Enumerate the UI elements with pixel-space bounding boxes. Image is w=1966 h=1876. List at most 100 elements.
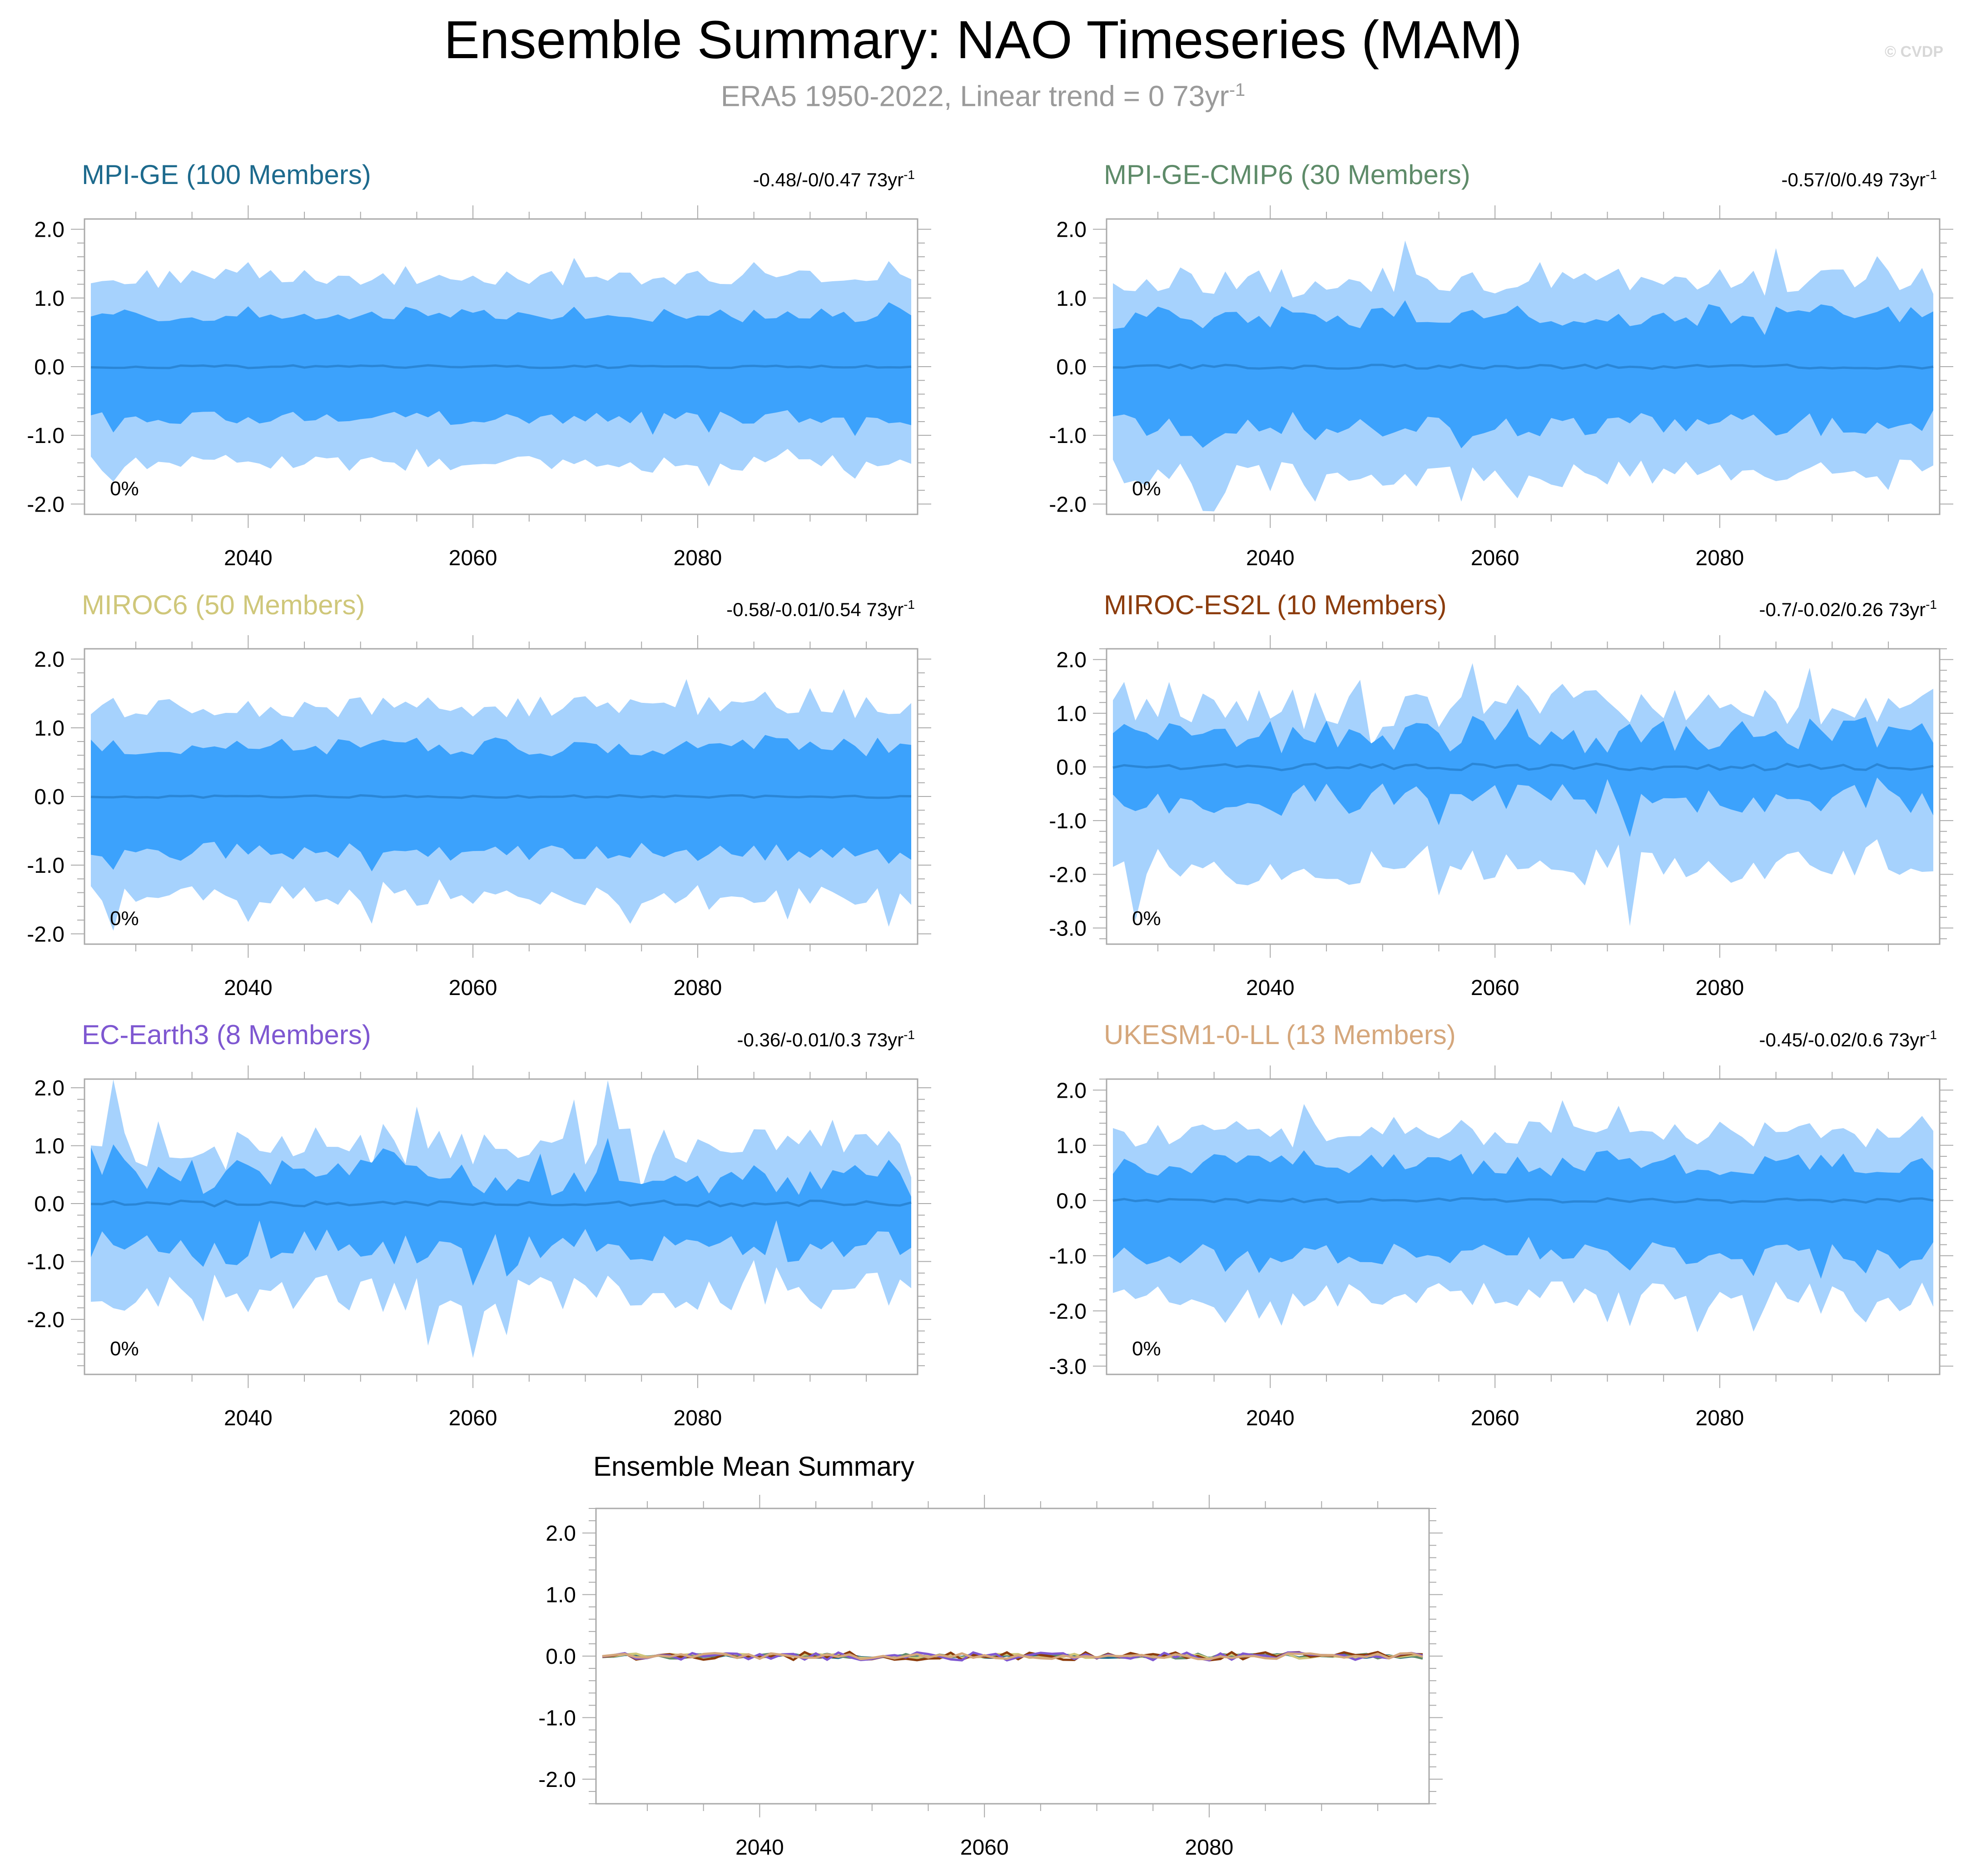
y-tick-label: -2.0 [1049,863,1087,887]
panel-stats: -0.36/-0.01/0.3 73yr-1 [737,1028,915,1050]
percent-label: 0% [1132,478,1161,500]
y-tick-label: -1.0 [1049,1244,1087,1269]
y-tick-label: -1.0 [27,1250,65,1274]
panel-4: MIROC-ES2L (10 Members) -0.7/-0.02/0.26 7… [1049,590,1953,1000]
y-tick-label: 2.0 [34,648,65,672]
panel-title: MIROC-ES2L (10 Members) [1104,590,1447,620]
y-tick-label: -1.0 [1049,809,1087,833]
stats-exponent: -1 [904,1028,915,1042]
y-tick-label: 2.0 [546,1522,576,1546]
stats-exponent: -1 [1926,168,1937,182]
x-tick-label: 2060 [449,1406,497,1430]
series-line-ukesm1-0-ll [602,1652,1423,1661]
y-tick-label: 0.0 [1056,756,1087,780]
panel-7: Ensemble Mean Summary 2.0 1.0 0.0 -1.0 -2.0 20… [538,1451,1443,1860]
stats-text: -0.57/0/0.49 73yr [1782,169,1926,190]
y-tick-label: 0.0 [34,1192,65,1216]
ensemble-mean-line [1112,762,1934,771]
figure-title: Ensemble Summary: NAO Timeseries (MAM) [444,10,1522,70]
panel-title: EC-Earth3 (8 Members) [82,1020,371,1050]
inner-spread-band [1113,300,1933,448]
panel-title: MPI-GE-CMIP6 (30 Members) [1104,159,1470,190]
stats-text: -0.7/-0.02/0.26 73yr [1759,599,1926,620]
y-tick-label: -1.0 [1049,424,1087,448]
x-tick-label: 2040 [1246,1406,1295,1430]
stats-text: -0.36/-0.01/0.3 73yr [737,1029,904,1050]
y-tick-label: -2.0 [27,493,65,517]
x-tick-label: 2040 [1246,976,1295,1000]
plot-frame [1106,648,1941,945]
percent-label: 0% [110,907,139,930]
x-tick-label: 2080 [1185,1836,1234,1860]
y-tick-label: -3.0 [1049,1355,1087,1379]
y-tick-label: -2.0 [1049,493,1087,517]
panel-3: MIROC6 (50 Members) -0.58/-0.01/0.54 73yr… [27,590,931,1000]
x-tick-label: 2060 [449,976,497,1000]
panel-title: Ensemble Mean Summary [593,1451,914,1482]
ensemble-mean-line [1112,363,1934,370]
ensemble-mean-line [1112,1197,1934,1204]
x-tick-label: 2040 [224,976,273,1000]
y-tick-label: 2.0 [1056,1079,1087,1103]
y-tick-label: 0.0 [34,785,65,809]
x-tick-label: 2040 [1246,546,1295,570]
y-tick-label: -2.0 [27,922,65,946]
outer-spread-band [1113,663,1933,926]
x-tick-label: 2040 [735,1836,784,1860]
panel-stats: -0.48/-0/0.47 73yr-1 [753,168,915,190]
panel-stats: -0.57/0/0.49 73yr-1 [1782,168,1937,190]
x-tick-label: 2060 [1471,1406,1519,1430]
stats-exponent: -1 [904,168,915,182]
x-tick-label: 2080 [1696,546,1744,570]
x-tick-label: 2060 [1471,976,1519,1000]
x-tick-label: 2040 [224,1406,273,1430]
y-tick-label: 1.0 [1056,1134,1087,1158]
copyright-watermark: © CVDP [1885,43,1943,60]
inner-spread-band [1113,708,1933,837]
figure-subtitle: ERA5 1950-2022, Linear trend = 0 73yr-1 [0,72,1966,114]
stats-exponent: -1 [1926,597,1937,612]
y-tick-label: -2.0 [1049,1299,1087,1324]
x-tick-label: 2080 [1696,976,1744,1000]
panel-title: UKESM1-0-LL (13 Members) [1104,1020,1456,1050]
percent-label: 0% [110,1338,139,1360]
y-tick-label: 0.0 [546,1645,576,1669]
panel-6: UKESM1-0-LL (13 Members) -0.45/-0.02/0.6 … [1049,1020,1953,1430]
inner-spread-band [91,302,911,436]
y-tick-label: -1.0 [538,1706,576,1730]
panel-1: MPI-GE (100 Members) -0.48/-0/0.47 73yr-1… [27,159,931,570]
plot-frame [1106,1078,1941,1375]
y-tick-label: 1.0 [1056,287,1087,311]
y-tick-label: 1.0 [34,287,65,311]
panel-title: MIROC6 (50 Members) [82,590,365,620]
y-tick-label: 0.0 [1056,355,1087,379]
ensemble-mean-line [90,794,912,799]
panel-stats: -0.58/-0.01/0.54 73yr-1 [726,597,915,620]
y-tick-label: 2.0 [1056,218,1087,242]
y-tick-label: 2.0 [1056,648,1087,672]
y-tick-label: 1.0 [546,1583,576,1607]
y-tick-label: -1.0 [27,424,65,448]
y-tick-label: 0.0 [1056,1189,1087,1213]
panel-2: MPI-GE-CMIP6 (30 Members) -0.57/0/0.49 73… [1049,159,1953,570]
inner-spread-band [1113,1150,1933,1279]
panel-title: MPI-GE (100 Members) [82,159,371,190]
stats-exponent: -1 [904,597,915,612]
x-tick-label: 2060 [1471,546,1519,570]
panel-stats: -0.45/-0.02/0.6 73yr-1 [1759,1028,1937,1050]
y-tick-label: 1.0 [34,1135,65,1159]
stats-exponent: -1 [1926,1028,1937,1042]
y-tick-label: -3.0 [1049,917,1087,941]
x-tick-label: 2080 [674,1406,722,1430]
inner-spread-band [91,1138,911,1286]
ensemble-mean-line [90,364,912,369]
stats-text: -0.48/-0/0.47 73yr [753,169,904,190]
y-tick-label: 1.0 [34,717,65,741]
x-tick-label: 2080 [674,976,722,1000]
x-tick-label: 2080 [1696,1406,1744,1430]
subtitle-text: ERA5 1950-2022, Linear trend = 0 73yr [720,80,1229,113]
percent-label: 0% [1132,1338,1161,1360]
y-tick-label: 2.0 [34,218,65,242]
x-tick-label: 2060 [449,546,497,570]
